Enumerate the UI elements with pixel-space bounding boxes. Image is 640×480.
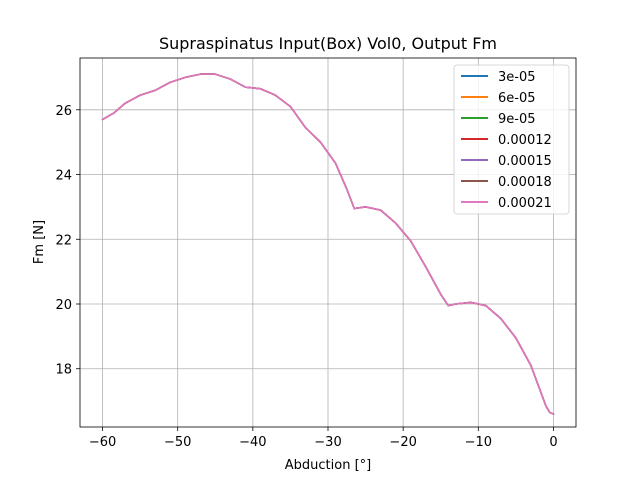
legend-label: 9e-05	[498, 112, 536, 127]
x-tick-label: −20	[389, 435, 416, 450]
legend: 3e-05 6e-05 9e-05 0.00012 0.00015 0.00018 0.00…	[453, 64, 570, 215]
y-tick-label: 26	[55, 104, 72, 119]
legend-label: 0.00012	[498, 133, 552, 148]
legend-label: 0.00018	[498, 175, 552, 190]
chart-title: Supraspinatus Input(Box) Vol0, Output Fm	[159, 34, 497, 53]
x-axis-ticks: −60 −50 −40 −30 −20 −10 0	[89, 427, 558, 450]
y-axis-ticks: 18 20 22 24 26	[55, 104, 80, 378]
legend-label: 3e-05	[498, 70, 536, 85]
y-tick-label: 20	[55, 298, 72, 313]
x-tick-label: −50	[164, 435, 191, 450]
x-tick-label: −30	[314, 435, 341, 450]
x-tick-label: −60	[89, 435, 116, 450]
y-axis-label: Fm [N]	[32, 220, 47, 264]
series-line-7	[101, 73, 555, 415]
legend-label: 0.00015	[498, 154, 552, 169]
x-axis-label: Abduction [°]	[285, 458, 371, 473]
x-tick-label: −40	[239, 435, 266, 450]
x-tick-label: −10	[465, 435, 492, 450]
x-tick-label: 0	[549, 435, 557, 450]
series-lines	[101, 73, 555, 415]
legend-label: 6e-05	[498, 91, 536, 106]
legend-label: 0.00021	[498, 196, 552, 211]
y-tick-label: 18	[55, 363, 72, 378]
legend-frame	[453, 64, 570, 215]
y-tick-label: 24	[55, 169, 72, 184]
y-tick-label: 22	[55, 233, 72, 248]
